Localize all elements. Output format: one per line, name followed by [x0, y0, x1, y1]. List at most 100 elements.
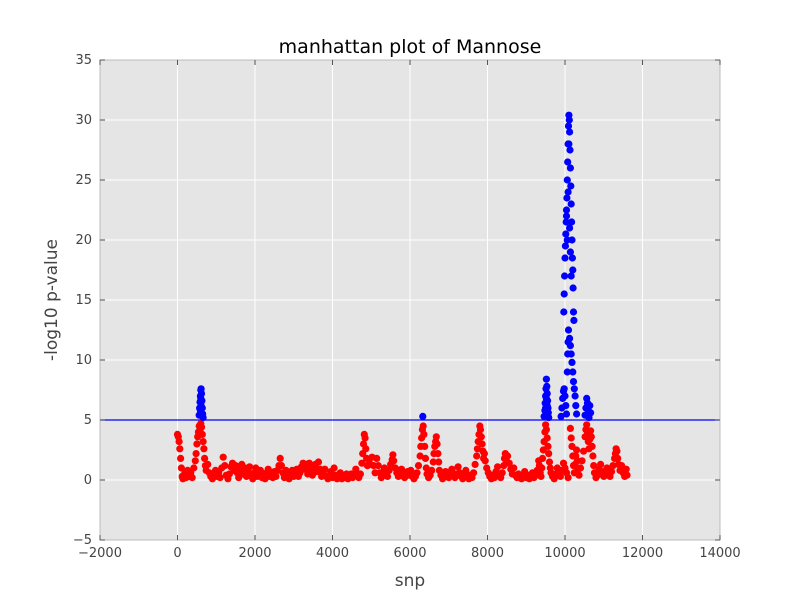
- data-point: [566, 128, 574, 136]
- data-point: [420, 430, 428, 438]
- data-point: [407, 466, 415, 474]
- data-point: [580, 447, 588, 455]
- data-point: [358, 459, 366, 467]
- data-point: [193, 440, 201, 448]
- data-point: [566, 424, 575, 432]
- data-point: [556, 472, 565, 480]
- data-point: [494, 463, 502, 471]
- data-point: [419, 422, 427, 430]
- data-point: [583, 421, 591, 429]
- data-point: [477, 433, 485, 441]
- data-point: [543, 402, 551, 410]
- x-tick-label: −2000: [78, 546, 122, 561]
- data-point: [566, 342, 575, 350]
- data-point: [543, 382, 551, 390]
- data-point: [481, 457, 489, 465]
- data-point: [562, 410, 571, 418]
- data-point: [330, 464, 338, 472]
- data-point: [216, 474, 224, 482]
- data-point: [177, 464, 185, 472]
- data-point: [192, 450, 200, 458]
- data-point: [622, 465, 630, 473]
- data-point: [569, 308, 578, 316]
- data-point: [471, 460, 479, 468]
- data-point: [564, 122, 573, 130]
- data-point: [176, 445, 184, 453]
- data-point: [565, 116, 573, 124]
- data-point: [542, 426, 551, 434]
- data-point: [567, 272, 575, 280]
- data-point: [567, 434, 575, 442]
- data-point: [567, 182, 575, 190]
- data-point: [587, 409, 595, 417]
- chart-title: manhattan plot of Mannose: [279, 36, 542, 58]
- data-point: [578, 457, 586, 465]
- data-point: [498, 469, 506, 477]
- data-point: [561, 272, 569, 280]
- data-point: [589, 452, 597, 460]
- data-point: [587, 427, 595, 435]
- data-point: [361, 434, 369, 442]
- y-tick-label: 25: [75, 173, 92, 188]
- data-point: [432, 433, 440, 441]
- data-point: [272, 472, 280, 480]
- data-point: [607, 468, 616, 476]
- data-point: [433, 440, 441, 448]
- data-point: [352, 465, 360, 473]
- data-points: [173, 111, 631, 483]
- data-point: [560, 385, 568, 393]
- x-tick-label: 6000: [393, 546, 426, 561]
- data-point: [389, 451, 397, 459]
- data-point: [413, 469, 421, 477]
- data-point: [543, 434, 551, 442]
- data-point: [478, 440, 486, 448]
- data-point: [609, 462, 617, 470]
- data-point: [428, 466, 436, 474]
- data-point: [435, 458, 443, 466]
- data-point: [566, 224, 574, 232]
- y-tick-label: 15: [75, 293, 92, 308]
- data-point: [470, 469, 478, 477]
- x-tick-label: 10000: [544, 546, 585, 561]
- data-point: [385, 466, 393, 474]
- y-axis-title: -log10 p-value: [42, 239, 62, 361]
- data-point: [200, 445, 208, 453]
- data-point: [476, 426, 485, 434]
- data-point: [196, 406, 204, 414]
- data-point: [305, 459, 313, 467]
- data-point: [562, 402, 570, 410]
- data-point: [373, 454, 381, 462]
- data-point: [177, 454, 185, 462]
- data-point: [545, 450, 553, 458]
- data-point: [448, 465, 456, 473]
- data-point: [197, 394, 205, 402]
- data-point: [545, 458, 554, 466]
- data-point: [434, 450, 442, 458]
- data-point: [623, 471, 631, 479]
- data-point: [563, 368, 571, 376]
- y-tick-label: 0: [84, 473, 92, 488]
- data-point: [562, 218, 570, 226]
- y-tick-label: 30: [75, 113, 92, 128]
- data-point: [198, 430, 206, 438]
- data-point: [562, 230, 570, 238]
- data-point: [568, 358, 576, 366]
- data-point: [576, 464, 585, 472]
- data-point: [566, 248, 575, 256]
- data-point: [613, 447, 621, 455]
- data-point: [569, 368, 577, 376]
- data-point: [561, 392, 569, 400]
- data-point: [191, 457, 199, 465]
- x-tick-label: 2000: [238, 546, 271, 561]
- data-point: [564, 158, 572, 166]
- data-point: [544, 442, 552, 450]
- data-point: [614, 454, 622, 462]
- data-point: [314, 458, 323, 466]
- data-point: [564, 326, 573, 334]
- data-point: [572, 402, 580, 410]
- data-point: [197, 423, 206, 431]
- data-point: [570, 316, 578, 324]
- data-point: [573, 410, 581, 418]
- data-point: [542, 375, 551, 383]
- data-point: [564, 474, 572, 482]
